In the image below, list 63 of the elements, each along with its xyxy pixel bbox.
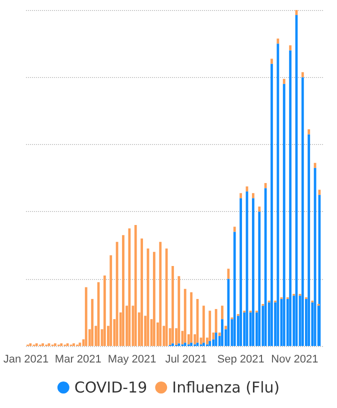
x-tick-label: Nov 2021 (271, 354, 318, 366)
bar (35, 343, 38, 346)
bar (72, 343, 75, 346)
bar (282, 84, 286, 346)
x-tick-label: Jul 2021 (165, 354, 207, 366)
bar (190, 342, 192, 346)
bar (227, 268, 230, 279)
bar (128, 228, 131, 346)
legend-label: Influenza (Flu) (172, 378, 280, 396)
bar (202, 306, 205, 343)
x-tick-label: Mar 2021 (54, 354, 102, 366)
bar (252, 198, 254, 346)
bar (29, 343, 32, 346)
bar (84, 287, 88, 346)
bar (270, 58, 273, 64)
bar (240, 198, 242, 346)
bar (172, 343, 174, 346)
bar (122, 235, 124, 346)
bar (221, 306, 224, 320)
bar (159, 242, 162, 346)
bar (282, 78, 286, 84)
x-tick-label: May 2021 (108, 354, 156, 366)
bar (276, 38, 280, 44)
bar (208, 310, 212, 341)
bar (202, 342, 205, 346)
bar (140, 238, 143, 346)
bar (308, 134, 310, 346)
bar (190, 292, 192, 343)
bar (134, 225, 137, 346)
bar (308, 129, 310, 134)
bar (301, 77, 304, 346)
bar (258, 212, 261, 346)
bar (184, 288, 186, 343)
bar (110, 255, 112, 346)
bar (152, 252, 156, 346)
bar (289, 45, 292, 50)
bar (184, 342, 186, 346)
legend-label: COVID-19 (74, 378, 148, 396)
bar (276, 44, 280, 346)
bar (227, 278, 230, 346)
bar (178, 276, 180, 344)
bar (172, 266, 174, 344)
bar (233, 226, 236, 232)
bar (221, 319, 224, 346)
bar (258, 206, 261, 212)
x-tick-label: Sep 2021 (217, 354, 264, 366)
bar (208, 340, 212, 346)
bar (91, 298, 94, 346)
x-tick-label: Jan 2021 (3, 354, 49, 366)
bar (233, 232, 236, 346)
bar (270, 64, 273, 346)
bar (42, 343, 44, 346)
bar (54, 343, 56, 346)
bar (240, 193, 242, 198)
bar (78, 342, 82, 346)
bar (301, 72, 304, 78)
bar (289, 50, 292, 346)
bar (224, 326, 227, 330)
bar (218, 332, 221, 336)
bar (178, 343, 180, 346)
bar (60, 343, 63, 346)
bar (252, 193, 254, 198)
bar (103, 275, 106, 346)
